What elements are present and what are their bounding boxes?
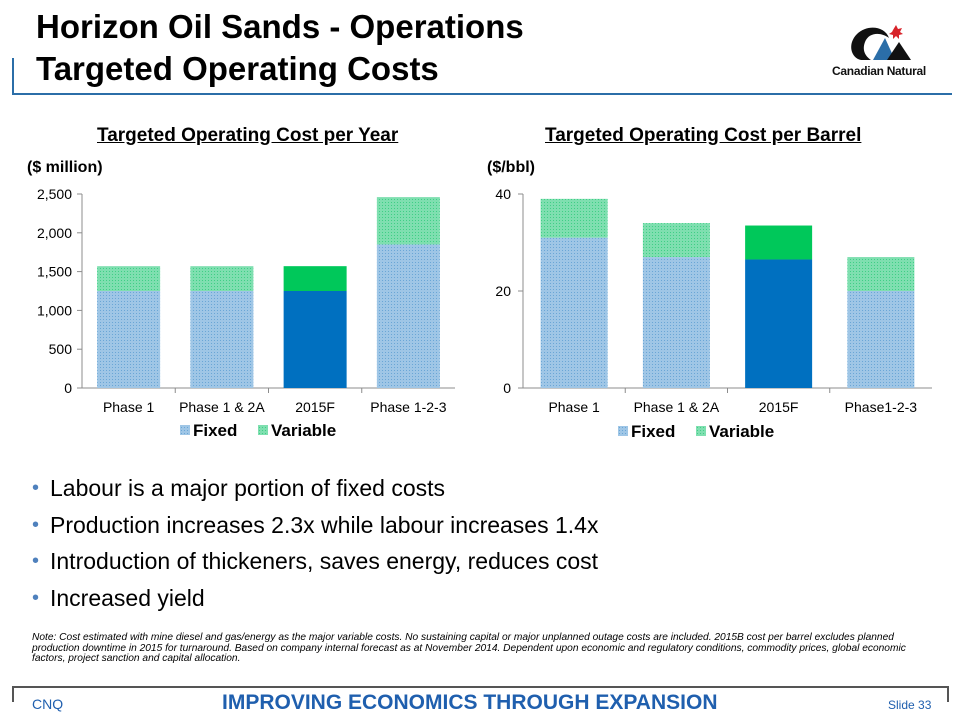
y-tick-label: 1,000: [37, 302, 72, 318]
bar-fixed: [642, 257, 710, 388]
bar-fixed: [745, 259, 813, 388]
chart-title-per-barrel: Targeted Operating Cost per Barrel: [545, 125, 862, 146]
bar-variable: [642, 223, 710, 258]
legend-swatch-variable: [696, 426, 706, 436]
bullet-dot-icon: •: [32, 477, 40, 499]
x-category-label: Phase 1-2-3: [370, 399, 446, 415]
logo-mark-icon: [851, 25, 911, 60]
chart-title-per-year: Targeted Operating Cost per Year: [97, 125, 399, 146]
bar-variable: [376, 197, 440, 245]
x-category-label: 2015F: [759, 399, 799, 415]
y-tick-label: 2,000: [37, 225, 72, 241]
x-category-label: Phase 1 & 2A: [634, 399, 720, 415]
chart-per-barrel: 0 20 40 Phase 1 Phase 1 & 2A 2015F Phase1-2-3 F…: [495, 186, 932, 441]
legend-swatch-variable: [258, 425, 268, 435]
y-tick-label: 2,500: [37, 186, 72, 202]
legend-label-fixed: Fixed: [193, 421, 237, 440]
legend-label-variable: Variable: [271, 421, 336, 440]
footer-company: CNQ: [32, 696, 64, 712]
chart-legend: Fixed Variable: [618, 422, 774, 441]
bar-variable: [283, 266, 347, 291]
bar-fixed: [97, 291, 161, 388]
footer-divider: [12, 686, 949, 688]
slide-number: Slide 33: [888, 698, 932, 712]
bullet-dot-icon: •: [32, 513, 40, 536]
footnote: Note: Cost estimated with mine diesel an…: [32, 632, 906, 664]
canadian-natural-logo: Canadian Natural: [815, 20, 943, 82]
chart-unit-per-barrel: ($/bbl): [487, 159, 535, 176]
legend-swatch-fixed: [180, 425, 190, 435]
chart-unit-per-year: ($ million): [27, 159, 103, 176]
y-tick-label: 1,500: [37, 264, 72, 280]
bar-fixed: [847, 291, 915, 388]
bar-variable: [97, 266, 161, 291]
bullet-dot-icon: •: [32, 550, 40, 572]
bar-fixed: [283, 291, 347, 388]
x-category-label: Phase1-2-3: [845, 399, 918, 415]
footer-tagline: IMPROVING ECONOMICS THROUGH EXPANSION: [222, 691, 718, 714]
bar-fixed: [540, 237, 608, 388]
footer-corner-left: [12, 686, 14, 702]
bullet-item: • Labour is a major portion of fixed cost…: [32, 470, 598, 507]
bullet-list: • Labour is a major portion of fixed cost…: [32, 470, 598, 616]
legend-swatch-fixed: [618, 426, 628, 436]
legend-label-fixed: Fixed: [631, 422, 675, 441]
x-category-label: Phase 1: [103, 399, 155, 415]
bar-fixed: [376, 244, 440, 388]
logo-text: Canadian Natural: [832, 64, 926, 78]
title-line-2: Targeted Operating Costs: [36, 50, 439, 87]
slide-title: Horizon Oil Sands - Operations Targeted …: [36, 6, 524, 90]
y-tick-label: 40: [495, 186, 511, 202]
bar-fixed: [190, 291, 254, 388]
footer-corner-right: [947, 686, 949, 702]
bar-variable: [540, 198, 608, 238]
x-category-label: 2015F: [295, 399, 335, 415]
y-tick-label: 500: [49, 341, 73, 357]
legend-label-variable: Variable: [709, 422, 774, 441]
bullet-item: • Introduction of thickeners, saves energ…: [32, 543, 598, 580]
x-category-label: Phase 1 & 2A: [179, 399, 265, 415]
bullet-item: • Production increases 2.3x while labour …: [32, 507, 598, 544]
y-tick-label: 0: [64, 380, 72, 396]
title-accent-bar: [12, 58, 14, 94]
y-tick-label: 20: [495, 283, 511, 299]
bar-variable: [847, 257, 915, 291]
bullet-dot-icon: •: [32, 586, 40, 609]
title-divider: [12, 93, 952, 95]
chart-per-year: 0 500 1,000 1,500 2,000 2,500 Phase 1 Phase 1 &…: [37, 186, 455, 440]
title-line-1: Horizon Oil Sands - Operations: [36, 8, 524, 45]
chart-legend: Fixed Variable: [180, 421, 336, 440]
x-category-label: Phase 1: [548, 399, 600, 415]
bullet-item: • Increased yield: [32, 580, 598, 617]
bar-variable: [745, 225, 813, 260]
bar-variable: [190, 266, 254, 291]
y-tick-label: 0: [503, 380, 511, 396]
